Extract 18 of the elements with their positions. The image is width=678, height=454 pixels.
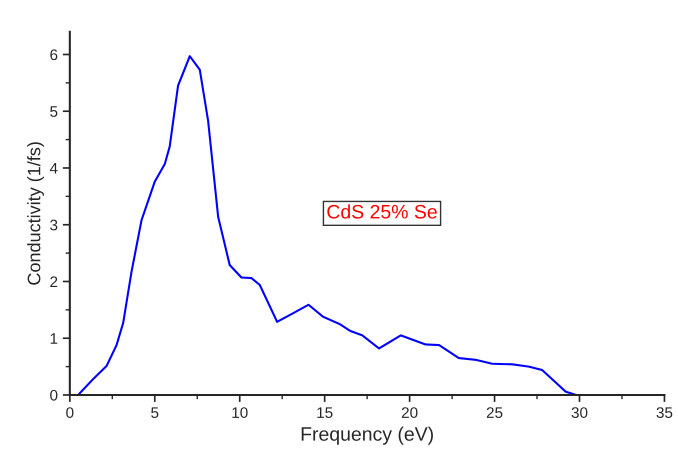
x-tick-label: 30 <box>572 407 588 418</box>
x-tick-label: 5 <box>151 407 158 418</box>
y-tick-label: 1 <box>50 333 58 344</box>
y-tick-label: 6 <box>50 49 58 60</box>
y-tick-label: 3 <box>50 220 58 230</box>
y-tick-label: 5 <box>50 106 58 117</box>
x-tick-label: 15 <box>317 407 333 418</box>
y-tick-label: 0 <box>50 390 58 401</box>
x-tick-label: 20 <box>402 407 418 418</box>
x-tick-label: 0 <box>66 407 74 418</box>
y-tick-label: 2 <box>50 276 58 288</box>
y-tick-label: 4 <box>50 163 58 174</box>
x-axis-title: Frequency (eV) <box>302 426 433 445</box>
annotation: CdS 25% Se <box>327 204 437 219</box>
x-tick-label: 35 <box>656 407 672 418</box>
x-tick-label: 25 <box>486 407 502 418</box>
y-axis-title: Conductivity (1/fs) <box>27 142 44 285</box>
x-tick-label: 10 <box>232 407 248 418</box>
